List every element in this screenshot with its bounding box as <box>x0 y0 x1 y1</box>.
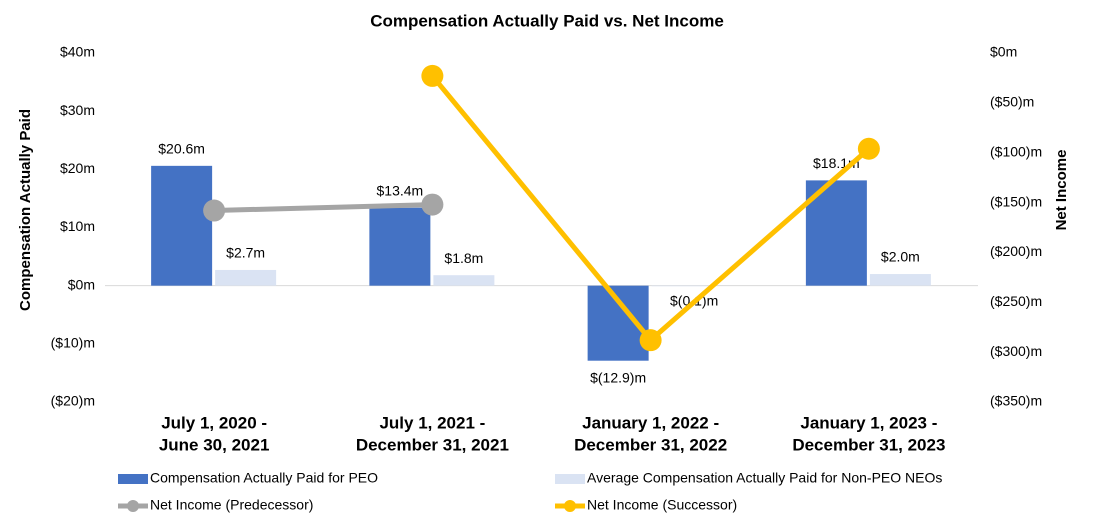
legend-label: Net Income (Successor) <box>587 497 737 513</box>
legend-swatch <box>118 474 148 484</box>
line <box>430 74 871 344</box>
legend-swatch <box>127 500 139 512</box>
legend-label: Average Compensation Actually Paid for N… <box>587 470 942 486</box>
x-tick-label: July 1, 2020 - <box>161 413 267 432</box>
x-tick-label: December 31, 2021 <box>356 435 509 454</box>
y2-tick-label: $0m <box>990 44 1017 60</box>
legend-label: Compensation Actually Paid for PEO <box>150 470 378 486</box>
marker <box>639 329 662 352</box>
y2-tick-label: ($350)m <box>990 393 1042 409</box>
y-tick-label: $0m <box>68 276 95 292</box>
y-tick-label: ($10)m <box>51 335 95 351</box>
data-label: $20.6m <box>158 141 205 157</box>
x-tick-label: June 30, 2021 <box>159 435 270 454</box>
marker <box>857 137 880 160</box>
data-label: $2.0m <box>881 249 920 265</box>
y-tick-label: $10m <box>60 218 95 234</box>
marker <box>421 64 444 87</box>
bar <box>433 275 495 286</box>
line <box>214 202 433 214</box>
legend-swatch <box>555 474 585 484</box>
y2-axis-title: Net Income <box>1053 150 1070 231</box>
x-tick-label: January 1, 2022 - <box>582 413 719 432</box>
legend-label: Net Income (Predecessor) <box>150 497 313 513</box>
bar <box>215 269 277 286</box>
bar <box>369 207 431 286</box>
y-tick-label: $30m <box>60 102 95 118</box>
y2-tick-label: ($300)m <box>990 343 1042 359</box>
x-tick-label: December 31, 2023 <box>792 435 945 454</box>
y-tick-label: $40m <box>60 44 95 60</box>
data-label: $(12.9)m <box>590 369 646 385</box>
marker <box>421 193 444 216</box>
bar <box>151 165 213 286</box>
y2-tick-label: ($50)m <box>990 94 1034 110</box>
y-axis-title: Compensation Actually Paid <box>17 109 34 311</box>
legend-swatch <box>564 500 576 512</box>
bar <box>869 274 931 286</box>
x-tick-label: December 31, 2022 <box>574 435 727 454</box>
data-label: $13.4m <box>377 182 424 198</box>
y-tick-label: $20m <box>60 160 95 176</box>
y-tick-label: ($20)m <box>51 393 95 409</box>
y2-tick-label: ($100)m <box>990 143 1042 159</box>
x-tick-label: July 1, 2021 - <box>379 413 485 432</box>
y2-tick-label: ($250)m <box>990 293 1042 309</box>
bar <box>651 285 713 287</box>
data-label: $2.7m <box>226 245 265 261</box>
data-label: $1.8m <box>444 250 483 266</box>
y2-tick-label: ($150)m <box>990 193 1042 209</box>
chart-title: Compensation Actually Paid vs. Net Incom… <box>370 11 724 30</box>
y2-tick-label: ($200)m <box>990 243 1042 259</box>
x-tick-label: January 1, 2023 - <box>800 413 937 432</box>
marker <box>203 199 226 222</box>
